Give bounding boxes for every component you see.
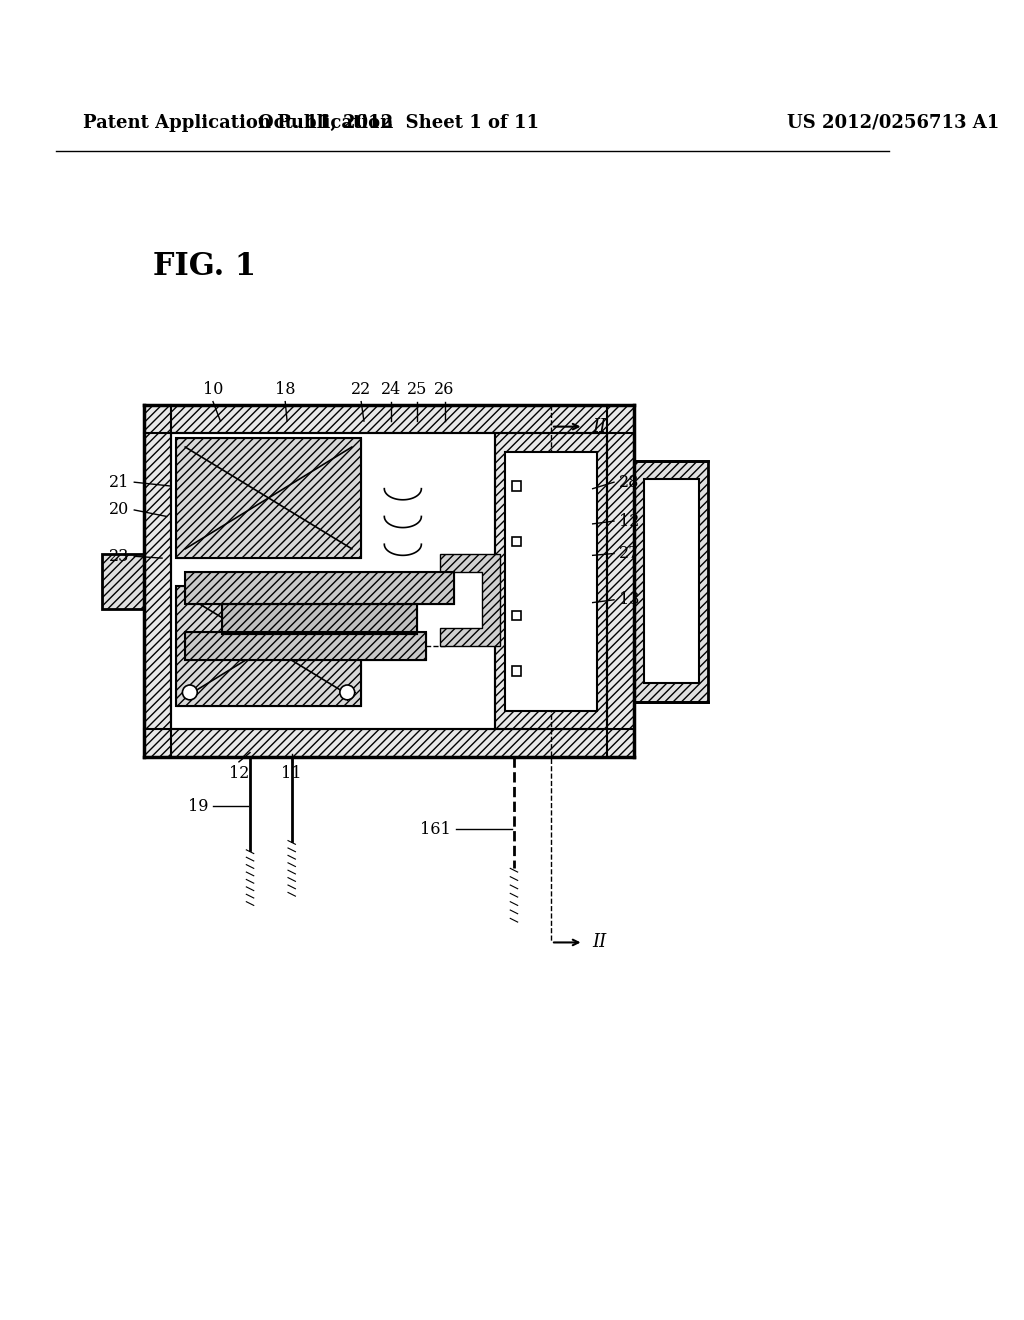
Bar — [634, 461, 709, 702]
Text: Patent Application Publication: Patent Application Publication — [83, 114, 393, 132]
Text: 23: 23 — [110, 548, 130, 565]
Bar — [222, 605, 417, 634]
Bar — [222, 605, 417, 634]
Text: 12: 12 — [228, 764, 249, 781]
Bar — [176, 438, 361, 558]
Text: 18: 18 — [275, 381, 296, 397]
Bar — [185, 632, 426, 660]
Text: 161: 161 — [420, 821, 451, 838]
Bar — [185, 572, 454, 605]
Bar — [496, 433, 606, 730]
Text: II: II — [593, 417, 607, 436]
Text: 28: 28 — [618, 474, 639, 491]
Bar — [634, 461, 709, 702]
Bar — [176, 586, 361, 706]
Text: 24: 24 — [381, 381, 401, 397]
Text: 13: 13 — [618, 591, 639, 609]
Polygon shape — [440, 553, 500, 645]
Bar — [505, 451, 597, 711]
Bar — [512, 611, 521, 620]
Bar — [512, 482, 521, 491]
Bar — [512, 667, 521, 676]
Text: US 2012/0256713 A1: US 2012/0256713 A1 — [787, 114, 999, 132]
Bar — [176, 438, 361, 558]
Text: 10: 10 — [203, 381, 223, 397]
Text: 27: 27 — [618, 545, 639, 562]
Bar — [644, 479, 699, 684]
Text: 22: 22 — [351, 381, 372, 397]
Text: 25: 25 — [407, 381, 427, 397]
Text: Oct. 11, 2012  Sheet 1 of 11: Oct. 11, 2012 Sheet 1 of 11 — [258, 114, 539, 132]
Text: 11: 11 — [282, 764, 302, 781]
Bar — [496, 433, 606, 730]
Bar — [176, 586, 361, 706]
Text: 12: 12 — [618, 512, 639, 529]
Bar — [185, 572, 454, 605]
Bar — [101, 553, 143, 609]
Bar — [171, 433, 496, 730]
Text: 19: 19 — [187, 797, 208, 814]
Text: 20: 20 — [110, 502, 130, 519]
Bar — [512, 537, 521, 546]
Text: II: II — [593, 933, 607, 952]
Bar — [101, 553, 143, 609]
Text: FIG. 1: FIG. 1 — [153, 251, 256, 282]
Circle shape — [340, 685, 354, 700]
Bar — [185, 632, 426, 660]
Circle shape — [182, 685, 198, 700]
Bar — [143, 405, 634, 758]
Text: 21: 21 — [110, 474, 130, 491]
Text: 26: 26 — [434, 381, 455, 397]
